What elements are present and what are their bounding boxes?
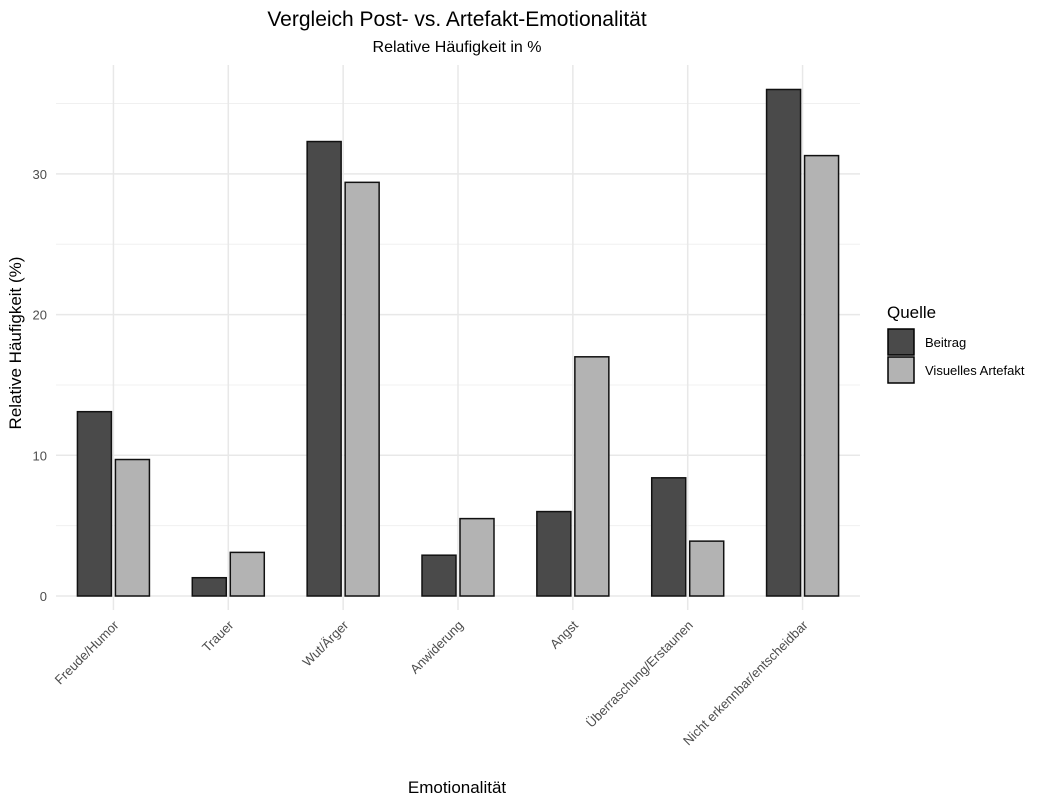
- x-tick-label: Überraschung/Erstaunen: [583, 618, 696, 731]
- x-tick-label: Anwiderung: [407, 618, 466, 677]
- x-tick-label: Nicht erkennbar/entscheidbar: [680, 617, 811, 748]
- y-tick-label: 10: [33, 448, 47, 463]
- chart-subtitle: Relative Häufigkeit in %: [373, 39, 542, 56]
- legend-label-beitrag: Beitrag: [925, 335, 966, 350]
- legend: Quelle Beitrag Visuelles Artefakt: [887, 303, 1025, 384]
- legend-label-visuelles-artefakt: Visuelles Artefakt: [925, 363, 1025, 378]
- bar: [76, 410, 113, 597]
- bar: [650, 477, 687, 597]
- grid-layer: [56, 65, 860, 610]
- bar: [344, 181, 380, 597]
- bar: [306, 140, 342, 597]
- x-tick-label: Angst: [547, 617, 581, 651]
- bar: [114, 458, 151, 597]
- bar: [421, 554, 457, 597]
- x-tick-label: Freude/Humor: [52, 617, 122, 687]
- bar: [229, 551, 266, 597]
- axis-layer: 0 10 20 30 Freude/Humor Trauer Wut/Ärger Anwide…: [33, 167, 812, 748]
- y-tick-label: 30: [33, 167, 47, 182]
- y-tick-label: 0: [40, 589, 47, 604]
- bar: [459, 517, 495, 597]
- legend-key-beitrag: [887, 328, 915, 356]
- x-tick-label: Trauer: [199, 617, 237, 655]
- y-axis-label: Relative Häufigkeit (%): [6, 257, 25, 430]
- bars-layer: [76, 88, 840, 597]
- x-axis-label: Emotionalität: [408, 778, 507, 797]
- bar: [765, 88, 802, 597]
- x-tick-label: Wut/Ärger: [299, 617, 351, 669]
- chart-title: Vergleich Post- vs. Artefakt-Emotionalit…: [267, 8, 646, 31]
- bar: [536, 510, 572, 597]
- bar: [803, 154, 840, 597]
- legend-key-visuelles-artefakt: [887, 356, 915, 384]
- bar: [574, 356, 610, 597]
- bar: [191, 576, 228, 597]
- legend-title: Quelle: [887, 303, 936, 322]
- bar: [688, 540, 725, 597]
- y-tick-label: 20: [33, 308, 47, 323]
